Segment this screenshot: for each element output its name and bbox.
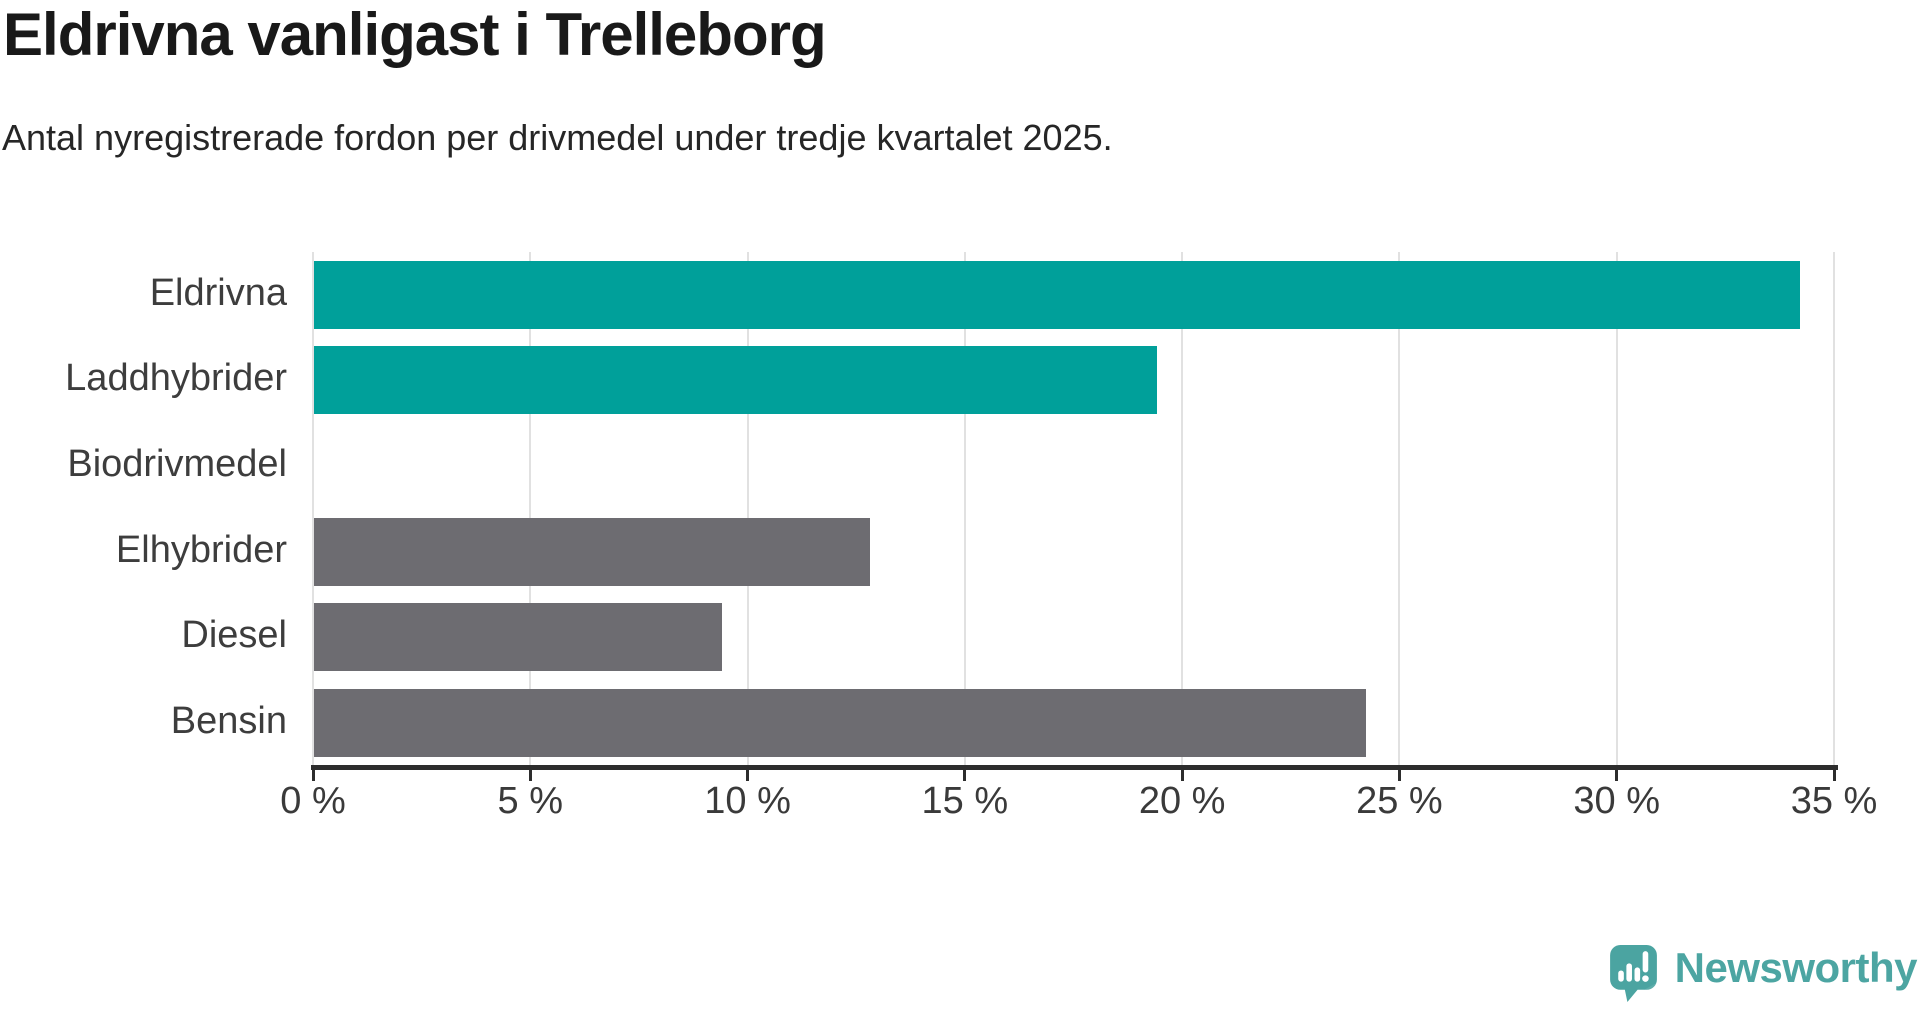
bar-bensin (314, 689, 1366, 758)
x-axis-label-25: 25 % (1356, 780, 1443, 822)
x-axis-label-30: 30 % (1573, 780, 1661, 822)
newsworthy-logo-text: Newsworthy (1674, 943, 1918, 991)
x-axis-tick-20 (1180, 765, 1184, 781)
x-axis-label-10: 10 % (704, 780, 791, 822)
gridline-20 (1181, 252, 1184, 766)
category-label-eldrivna: Eldrivna (149, 271, 287, 314)
x-axis-label-20: 20 % (1138, 780, 1226, 822)
gridline-15 (963, 252, 966, 766)
x-axis-tick-15 (963, 765, 967, 781)
bar-row-laddhybrider: Laddhybrider (65, 338, 1834, 424)
x-axis-tick-10 (746, 765, 750, 781)
gridline-25 (1398, 252, 1401, 766)
gridline-0 (312, 252, 314, 766)
bar-diesel (314, 603, 723, 672)
chart-title: Eldrivna vanligast i Trelleborg (3, 1, 827, 68)
gridline-10 (746, 252, 749, 766)
bar-row-elhybrider: Elhybrider (116, 509, 1834, 595)
bar-laddhybrider (314, 346, 1158, 415)
gridline-5 (529, 252, 532, 766)
category-label-diesel: Diesel (181, 614, 287, 657)
bar-elhybrider (314, 517, 871, 586)
bar-chart-plot-area: Eldrivna Laddhybrider Biodrivmedel Elhybrid… (65, 252, 1877, 822)
category-label-laddhybrider: Laddhybrider (65, 357, 287, 400)
x-axis-line (311, 765, 1838, 770)
category-label-biodrivmedel: Biodrivmedel (67, 442, 287, 485)
x-axis-tick-35 (1832, 765, 1836, 781)
x-axis-label-15: 15 % (921, 780, 1009, 822)
chart-subtitle: Antal nyregistrerade fordon per drivmede… (2, 117, 1113, 158)
bar-row-bensin: Bensin (171, 680, 1834, 766)
x-axis-label-35: 35 % (1790, 780, 1878, 822)
x-axis-tick-25 (1397, 765, 1401, 781)
gridline-35 (1833, 252, 1835, 766)
x-axis-tick-0 (311, 765, 315, 781)
x-axis-tick-5 (528, 765, 532, 781)
newsworthy-logo: Newsworthy (1609, 943, 1918, 1003)
bar-eldrivna (314, 260, 1801, 329)
category-label-elhybrider: Elhybrider (115, 528, 287, 571)
x-axis-label-0: 0 % (280, 780, 346, 822)
gridline-30 (1615, 252, 1618, 766)
x-axis-label-5: 5 % (497, 780, 564, 822)
category-label-bensin: Bensin (170, 699, 287, 742)
bar-row-biodrivmedel: Biodrivmedel (67, 423, 1834, 509)
newsworthy-speech-bubble-icon (1609, 945, 1657, 1002)
bar-row-diesel: Diesel (181, 595, 1834, 681)
bar-row-eldrivna: Eldrivna (150, 252, 1834, 338)
x-axis-tick-30 (1615, 765, 1619, 781)
